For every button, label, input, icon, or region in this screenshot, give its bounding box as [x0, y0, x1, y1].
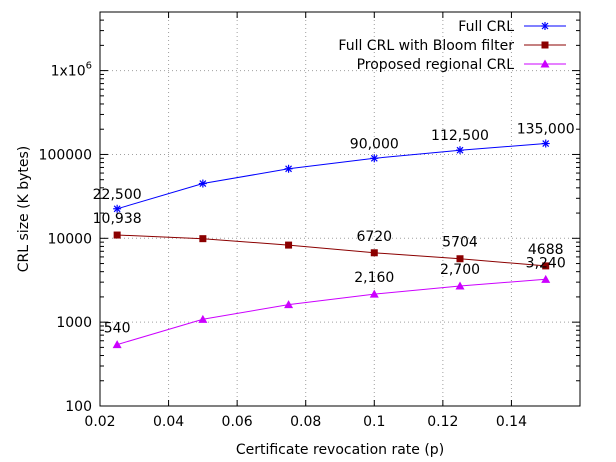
y-tick-label: 1x106	[51, 61, 92, 80]
series-line	[116, 143, 546, 210]
data-label: 6720	[356, 229, 392, 245]
data-point	[198, 314, 208, 323]
plot-frame	[99, 11, 581, 407]
data-label: 135,000	[517, 122, 575, 138]
data-point	[455, 281, 465, 290]
marker-stroke	[113, 205, 121, 213]
data-point	[284, 164, 293, 173]
marker-stroke	[456, 146, 464, 154]
x-tick-label: 0.14	[496, 414, 527, 430]
x-tick-label: 0.02	[84, 414, 115, 430]
legend-label: Full CRL	[458, 19, 514, 35]
data-label: 2,160	[354, 270, 394, 286]
data-point	[112, 340, 122, 349]
data-point	[284, 300, 294, 309]
data-point	[113, 204, 122, 213]
y-axis-title: CRL size (K bytes)	[16, 146, 32, 272]
legend-marker	[541, 22, 549, 30]
data-label: 5704	[442, 235, 478, 251]
x-tick-label: 0.12	[427, 414, 458, 430]
data-label: 90,000	[350, 136, 399, 152]
legend-label: Proposed regional CRL	[357, 57, 515, 73]
data-point	[541, 274, 551, 283]
data-point	[370, 154, 379, 163]
x-axis-title: Certificate revocation rate (p)	[236, 442, 444, 458]
legend-marker	[541, 41, 549, 49]
data-point	[541, 139, 550, 148]
data-label: 4688	[528, 242, 564, 258]
legend: Full CRL Full CRL with Bloom filter Propos…	[338, 19, 566, 73]
marker-stroke	[370, 154, 378, 162]
y-tick-label: 100	[65, 399, 92, 415]
series-layer	[112, 139, 551, 349]
data-label: 3,240	[526, 255, 566, 271]
data-point	[113, 231, 121, 239]
x-tick-label: 0.1	[363, 414, 385, 430]
data-label: 2,700	[440, 262, 480, 278]
data-point	[370, 249, 378, 257]
tick-layer: 0.02 0.04 0.06 0.08 0.1 0.12 0.141001000100001…	[39, 11, 580, 430]
x-tick-label: 0.06	[222, 414, 253, 430]
data-point	[369, 289, 379, 298]
data-point	[542, 262, 550, 270]
x-tick-label: 0.08	[290, 414, 321, 430]
y-tick-label: 100000	[39, 147, 92, 163]
legend-marker	[540, 59, 550, 68]
series-line	[116, 278, 546, 346]
legend-label: Full CRL with Bloom filter	[338, 38, 514, 54]
data-point	[456, 255, 464, 263]
marker-stroke	[542, 140, 550, 147]
y-tick-label: 1000	[56, 315, 92, 331]
marker-stroke	[199, 180, 207, 187]
series-line	[117, 234, 546, 267]
x-tick-label: 0.04	[153, 414, 184, 430]
y-tick-label: 10000	[47, 231, 92, 247]
data-label: 112,500	[431, 128, 489, 144]
data-label: 22,500	[93, 187, 142, 203]
data-point	[198, 179, 207, 188]
data-point	[199, 235, 207, 243]
marker-stroke	[285, 165, 292, 173]
data-label: 540	[104, 321, 131, 337]
data-label: 10,938	[93, 211, 142, 227]
data-point	[285, 241, 293, 249]
data-label-layer: 22,500 90,000 112,500 135,000 10,938 6720 5704…	[93, 122, 575, 337]
data-point	[456, 146, 464, 155]
grid-layer	[100, 12, 580, 406]
marker-stroke	[541, 22, 549, 30]
